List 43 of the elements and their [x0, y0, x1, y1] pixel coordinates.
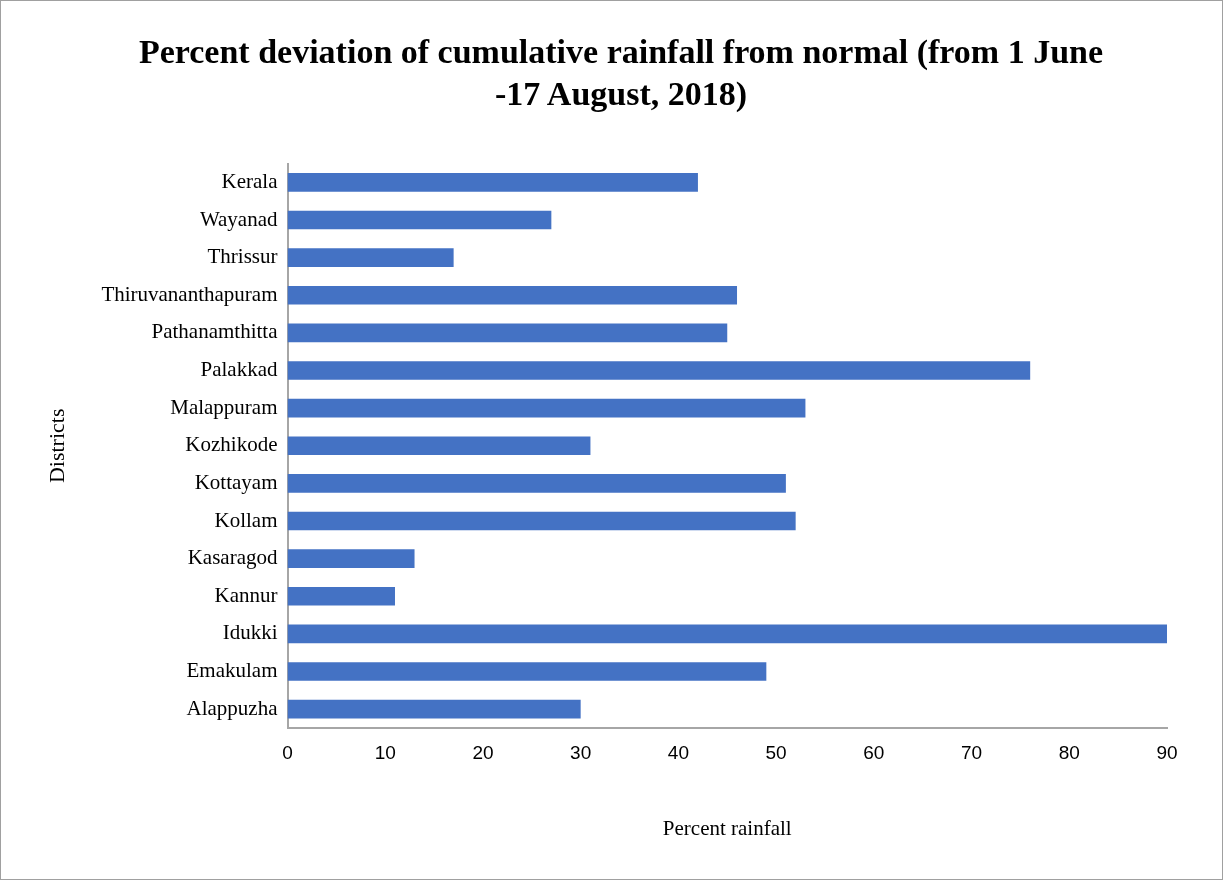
- bar: [287, 248, 454, 267]
- y-axis-title: Districts: [43, 408, 69, 484]
- bar: [287, 474, 786, 493]
- bar: [287, 398, 806, 418]
- y-tick-label: Kerala: [221, 168, 279, 193]
- y-tick-label: Emakulam: [186, 658, 278, 683]
- x-tick-label: 60: [863, 741, 885, 763]
- bar: [287, 549, 415, 568]
- bar: [287, 323, 728, 343]
- bar: [287, 662, 767, 681]
- chart-title: Percent deviation of cumulative rainfall from normal (from 1 June -17 August, 2018): [137, 32, 1105, 114]
- bar: [287, 285, 738, 305]
- y-tick-label: Kannur: [214, 582, 278, 607]
- bar: [287, 624, 1167, 644]
- y-tick-label: Kasaragod: [187, 545, 278, 570]
- y-tick-label: Thiruvananthapuram: [101, 281, 278, 306]
- y-tick-label: Pathanamthitta: [151, 319, 279, 344]
- x-tick-label: 50: [765, 741, 787, 763]
- bar: [287, 511, 796, 531]
- y-tick-label: Thrissur: [207, 244, 278, 269]
- bar: [287, 436, 591, 456]
- bar: [287, 173, 698, 192]
- bar: [287, 586, 395, 606]
- y-tick-label: Alappuzha: [186, 695, 279, 720]
- y-tick-label: Malappuram: [170, 394, 278, 419]
- y-tick-label: Kottayam: [194, 469, 278, 494]
- x-tick-label: 0: [282, 741, 293, 763]
- y-tick-label: Palakkad: [200, 357, 278, 382]
- y-tick-label: Kollam: [214, 507, 278, 532]
- x-tick-label: 40: [667, 741, 689, 763]
- bar: [287, 699, 581, 719]
- x-tick-label: 30: [570, 741, 592, 763]
- y-tick-label: Wayanad: [199, 206, 278, 231]
- x-tick-label: 90: [1156, 741, 1178, 763]
- x-tick-label: 70: [960, 741, 983, 763]
- y-tick-label: Kozhikode: [185, 432, 278, 457]
- bar: [287, 210, 552, 230]
- x-tick-label: 20: [472, 741, 494, 763]
- y-tick-label: Idukki: [222, 620, 278, 645]
- x-axis-title: Percent rainfall: [662, 815, 792, 840]
- bar: [287, 361, 1031, 380]
- x-tick-label: 80: [1058, 741, 1080, 763]
- x-tick-label: 10: [374, 741, 396, 763]
